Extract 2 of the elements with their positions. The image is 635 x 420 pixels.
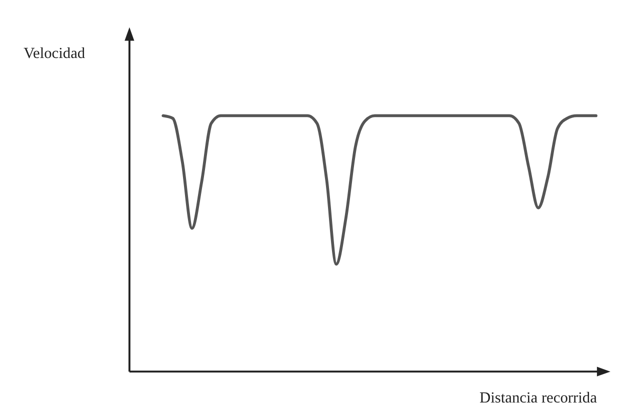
x-axis-title: Distancia recorrida (480, 389, 598, 406)
y-axis-title: Velocidad (24, 45, 86, 62)
